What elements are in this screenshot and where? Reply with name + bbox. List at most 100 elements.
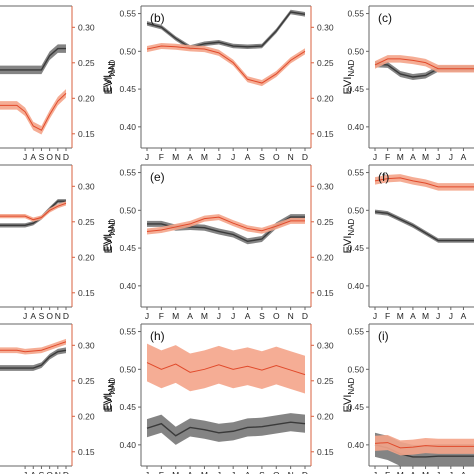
- x-tick-label: O: [46, 152, 53, 162]
- x-tick-label: D: [63, 470, 69, 474]
- x-tick-label: J: [145, 311, 149, 321]
- y-right-tick-label: 0.25: [317, 217, 334, 227]
- x-tick-label: M: [397, 152, 404, 162]
- y-right-tick-label: 0.15: [317, 288, 334, 298]
- y-right-tick-label: 0.15: [78, 129, 95, 139]
- y-right-tick-label: 0.15: [78, 447, 95, 457]
- series-band-evi-nad: [0, 89, 66, 135]
- x-tick-label: N: [55, 311, 61, 321]
- x-tick-label: A: [245, 470, 251, 474]
- y-right-tick-label: 0.30: [78, 181, 95, 191]
- y-right-tick-label: 0.30: [78, 340, 95, 350]
- x-tick-label: D: [302, 152, 308, 162]
- x-tick-label: J: [436, 311, 440, 321]
- x-tick-label: F: [159, 311, 164, 321]
- y-left-tick-label: 0.45: [347, 84, 364, 94]
- x-tick-label: D: [63, 311, 69, 321]
- series-band-evi-ani: [0, 199, 66, 228]
- x-tick-label: M: [397, 470, 404, 474]
- y-left-tick-label: 0.55: [347, 168, 364, 178]
- y-right-tick-label: 0.20: [317, 411, 334, 421]
- x-tick-label: M: [172, 470, 179, 474]
- y-right-tick-label: 0.20: [317, 252, 334, 262]
- panel-label: (e): [150, 170, 165, 184]
- y-right-tick-label: 0.25: [78, 376, 95, 386]
- x-tick-label: M: [201, 152, 208, 162]
- y-right-axis-label: EVINAD: [342, 377, 356, 412]
- y-right-tick-label: 0.25: [317, 58, 334, 68]
- x-tick-label: M: [201, 470, 208, 474]
- x-tick-label: M: [422, 311, 429, 321]
- series-line-evi-nad: [374, 177, 474, 188]
- series-band-evi-ani: [0, 44, 66, 75]
- y-right-tick-label: 0.20: [78, 252, 95, 262]
- y-right-tick-label: 0.15: [317, 447, 334, 457]
- y-right-axis-label: EVINAD: [342, 218, 356, 253]
- series-band-evi-nad: [147, 43, 305, 87]
- x-tick-label: O: [46, 470, 53, 474]
- x-tick-label: A: [410, 152, 416, 162]
- x-tick-label: J: [449, 470, 453, 474]
- x-tick-label: J: [23, 470, 27, 474]
- panel-f: J F M A M J J A0.400.450.500.55 (f): [347, 164, 474, 321]
- series-line-evi-nad: [0, 341, 67, 353]
- y-left-tick-label: 0.55: [347, 327, 364, 337]
- series-band-evi-ani: [147, 413, 305, 445]
- y-left-tick-label: 0.50: [347, 205, 364, 215]
- x-tick-label: O: [273, 470, 280, 474]
- panel-e: J F M A M J J A S O N D0.400.450.500.55EVIANI0.150.…: [102, 164, 356, 321]
- x-tick-label: J: [145, 152, 149, 162]
- series-line-evi-nad: [146, 362, 306, 376]
- x-tick-label: J: [449, 311, 453, 321]
- y-left-tick-label: 0.40: [347, 281, 364, 291]
- panel-b: J F M A M J J A S O N D0.400.450.500.55EVIANI0.150.…: [102, 5, 356, 162]
- y-left-tick-label: 0.55: [119, 9, 136, 19]
- y-left-axis-label: EVIANI: [102, 61, 116, 92]
- x-tick-label: A: [461, 470, 467, 474]
- x-tick-label: N: [288, 311, 294, 321]
- y-right-tick-label: 0.30: [317, 340, 334, 350]
- y-left-tick-label: 0.40: [119, 122, 136, 132]
- panel-d: J A S O N D 0.15 0.20 0.25 0.30 EVINAD: [0, 164, 117, 321]
- series-line-evi-nad: [374, 442, 474, 449]
- x-tick-label: S: [259, 152, 265, 162]
- x-tick-label: A: [30, 311, 36, 321]
- series-line-evi-nad: [146, 216, 305, 232]
- x-tick-label: A: [30, 470, 36, 474]
- series-line-evi-ani: [0, 349, 67, 369]
- y-left-tick-label: 0.50: [347, 46, 364, 56]
- x-tick-label: A: [245, 311, 251, 321]
- series-line-evi-ani: [374, 211, 474, 242]
- y-left-axis-label: EVIANI: [102, 379, 116, 410]
- x-tick-label: D: [302, 470, 308, 474]
- y-left-tick-label: 0.50: [119, 205, 136, 215]
- x-tick-label: J: [217, 152, 221, 162]
- y-left-tick-label: 0.55: [119, 168, 136, 178]
- y-left-tick-label: 0.55: [119, 327, 136, 337]
- x-tick-label: F: [385, 152, 390, 162]
- x-tick-label: F: [159, 470, 164, 474]
- y-left-tick-label: 0.40: [119, 281, 136, 291]
- x-tick-label: A: [245, 152, 251, 162]
- x-tick-label: J: [217, 311, 221, 321]
- x-tick-label: J: [217, 470, 221, 474]
- y-right-tick-label: 0.25: [78, 217, 95, 227]
- panel-label: (b): [150, 11, 165, 25]
- x-tick-label: J: [23, 311, 27, 321]
- x-tick-label: O: [273, 311, 280, 321]
- y-left-tick-label: 0.45: [119, 84, 136, 94]
- x-tick-label: J: [231, 152, 235, 162]
- x-tick-label: J: [231, 470, 235, 474]
- x-tick-label: O: [46, 311, 53, 321]
- y-right-axis-label: EVINAD: [103, 218, 117, 253]
- x-tick-label: F: [385, 470, 390, 474]
- series-line-evi-ani: [146, 11, 306, 49]
- y-left-tick-label: 0.45: [119, 243, 136, 253]
- x-tick-label: A: [30, 152, 36, 162]
- series-band-evi-nad: [147, 343, 305, 394]
- panel-label: (f): [378, 170, 389, 184]
- x-tick-label: J: [373, 152, 377, 162]
